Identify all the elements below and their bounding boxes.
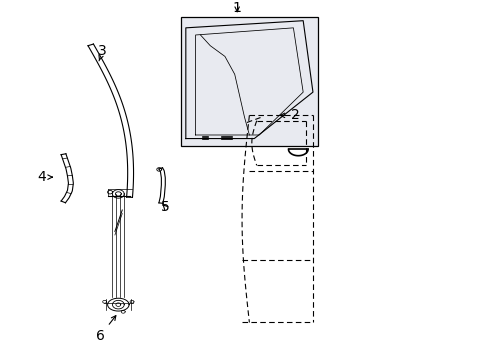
- Text: 5: 5: [161, 200, 169, 214]
- Bar: [181, 17, 317, 146]
- Text: 6: 6: [96, 316, 116, 343]
- Text: 1: 1: [232, 1, 241, 15]
- Text: 2: 2: [280, 108, 299, 122]
- Text: 3: 3: [98, 44, 107, 61]
- Text: 4: 4: [37, 170, 52, 184]
